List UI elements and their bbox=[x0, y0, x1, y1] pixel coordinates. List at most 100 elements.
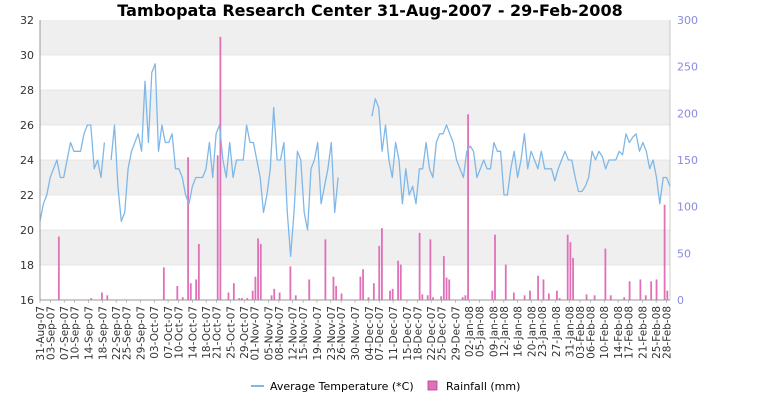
rainfall-bar bbox=[227, 292, 230, 300]
rainfall-bar bbox=[176, 286, 179, 300]
rainfall-bar bbox=[219, 36, 222, 301]
rainfall-bar bbox=[494, 234, 496, 300]
rainfall-bar bbox=[216, 155, 219, 300]
rainfall-bar bbox=[639, 279, 642, 300]
x-tick-label: 20-Jan-08 bbox=[527, 306, 539, 357]
chart-title: Tambopata Research Center 31-Aug-2007 - … bbox=[117, 1, 622, 20]
x-tick-label: 26-Nov-07 bbox=[336, 306, 348, 361]
rainfall-bar bbox=[445, 277, 448, 300]
x-tick-label: 11-Dec-07 bbox=[388, 306, 400, 361]
rainfall-bar bbox=[650, 281, 653, 300]
x-tick-label: 10-Oct-07 bbox=[173, 306, 185, 359]
x-tick-label: 21-Oct-07 bbox=[212, 306, 224, 359]
rainfall-bar bbox=[467, 114, 469, 301]
x-tick-label: 29-Oct-07 bbox=[239, 306, 251, 359]
x-tick-label: 31-Jan-08 bbox=[565, 306, 577, 357]
rainfall-bar bbox=[537, 275, 539, 300]
y-right-tick-label: 250 bbox=[677, 61, 698, 74]
y-left-tick-label: 20 bbox=[20, 224, 34, 237]
rainfall-bar bbox=[340, 293, 343, 300]
rainfall-bar bbox=[162, 267, 165, 300]
y-right-tick-label: 50 bbox=[677, 247, 691, 260]
x-tick-label: 14-Sep-07 bbox=[83, 306, 95, 360]
x-tick-label: 31-Aug-07 bbox=[35, 306, 47, 361]
rainfall-bar bbox=[572, 258, 574, 300]
x-tick-label: 19-Nov-07 bbox=[312, 306, 324, 361]
grid-bands bbox=[40, 20, 670, 301]
rainfall-bar bbox=[195, 279, 198, 300]
rainfall-bar bbox=[335, 286, 338, 300]
x-tick-label: 25-Feb-08 bbox=[651, 306, 663, 359]
x-tick-label: 05-Jan-08 bbox=[475, 306, 487, 357]
rainfall-bar bbox=[593, 295, 596, 300]
rainfall-bar bbox=[90, 298, 93, 300]
y-left-tick-label: 32 bbox=[20, 14, 34, 27]
rainfall-bar bbox=[448, 279, 451, 300]
x-tick-label: 23-Jan-08 bbox=[537, 306, 549, 357]
rainfall-bar bbox=[512, 292, 515, 300]
y-left-tick-label: 16 bbox=[20, 294, 34, 307]
rainfall-bar bbox=[246, 298, 249, 300]
rainfall-bar bbox=[421, 294, 424, 300]
rainfall-bar bbox=[556, 290, 558, 300]
x-tick-label: 09-Jan-08 bbox=[488, 306, 500, 357]
rainfall-bar bbox=[378, 245, 381, 300]
rainfall-bar bbox=[429, 239, 432, 300]
rainfall-bar bbox=[585, 294, 588, 300]
x-tick-label: 30-Nov-07 bbox=[350, 306, 362, 361]
rainfall-bar bbox=[367, 297, 370, 300]
x-tick-label: 07-Sep-07 bbox=[59, 306, 71, 360]
rainfall-bar bbox=[623, 297, 626, 300]
rainfall-bars bbox=[57, 36, 669, 301]
y-right-tick-label: 0 bbox=[677, 294, 684, 307]
rainfall-bar bbox=[259, 244, 262, 300]
x-tick-label: 18-Oct-07 bbox=[201, 306, 213, 359]
rainfall-bar bbox=[569, 242, 572, 300]
x-tick-label: 16-Jan-08 bbox=[513, 306, 525, 357]
rainfall-bar bbox=[547, 293, 550, 300]
x-tick-label: 27-Jan-08 bbox=[551, 306, 563, 357]
rainfall-bar bbox=[57, 236, 60, 300]
x-tick-label: 10-Feb-08 bbox=[599, 306, 611, 359]
rainfall-bar bbox=[523, 295, 526, 300]
axes: 16 18 20 22 24 26 28 30 32 0 50 100 150 200 250 300 31-A… bbox=[20, 14, 698, 361]
legend-rainfall-swatch bbox=[427, 380, 438, 391]
y-left-tick-label: 24 bbox=[20, 154, 34, 167]
rainfall-bar bbox=[308, 279, 311, 300]
rainfall-bar bbox=[391, 288, 394, 300]
rainfall-bar bbox=[278, 292, 281, 300]
rainfall-bar bbox=[644, 295, 647, 300]
rainfall-bar bbox=[558, 298, 561, 300]
rainfall-bar bbox=[461, 297, 464, 300]
rainfall-bar bbox=[397, 260, 399, 300]
x-tick-label: 07-Dec-07 bbox=[374, 306, 386, 361]
rainfall-bar bbox=[399, 264, 402, 300]
x-tick-label: 03-Sep-07 bbox=[45, 306, 57, 360]
rainfall-bar bbox=[187, 157, 189, 300]
y-left-tick-label: 26 bbox=[20, 119, 34, 132]
x-tick-label: 15-Nov-07 bbox=[298, 306, 310, 361]
rainfall-bar bbox=[389, 290, 391, 300]
x-tick-label: 07-Oct-07 bbox=[163, 306, 175, 359]
x-tick-label: 22-Dec-07 bbox=[426, 306, 438, 361]
rainfall-bar bbox=[181, 297, 184, 300]
x-tick-label: 01-Nov-07 bbox=[250, 306, 262, 361]
rainfall-bar bbox=[432, 297, 434, 300]
rainfall-bar bbox=[426, 295, 429, 300]
x-tick-label: 04-Dec-07 bbox=[364, 306, 376, 361]
rainfall-bar bbox=[529, 290, 531, 300]
rainfall-bar bbox=[254, 276, 257, 300]
x-tick-label: 23-Nov-07 bbox=[326, 306, 338, 361]
x-tick-label: 18-Sep-07 bbox=[97, 306, 109, 360]
x-tick-label: 18-Dec-07 bbox=[412, 306, 424, 361]
temperature-series-line bbox=[39, 63, 671, 257]
x-tick-label: 28-Feb-08 bbox=[662, 306, 674, 359]
x-tick-label: 06-Feb-08 bbox=[585, 306, 597, 359]
temperature-line bbox=[39, 63, 671, 257]
x-tick-label: 12-Nov-07 bbox=[288, 306, 300, 361]
legend-rainfall-label: Rainfall (mm) bbox=[446, 380, 520, 393]
rainfall-bar bbox=[381, 228, 383, 300]
x-tick-label: 03-Oct-07 bbox=[149, 306, 161, 359]
rainfall-bar bbox=[418, 232, 421, 300]
